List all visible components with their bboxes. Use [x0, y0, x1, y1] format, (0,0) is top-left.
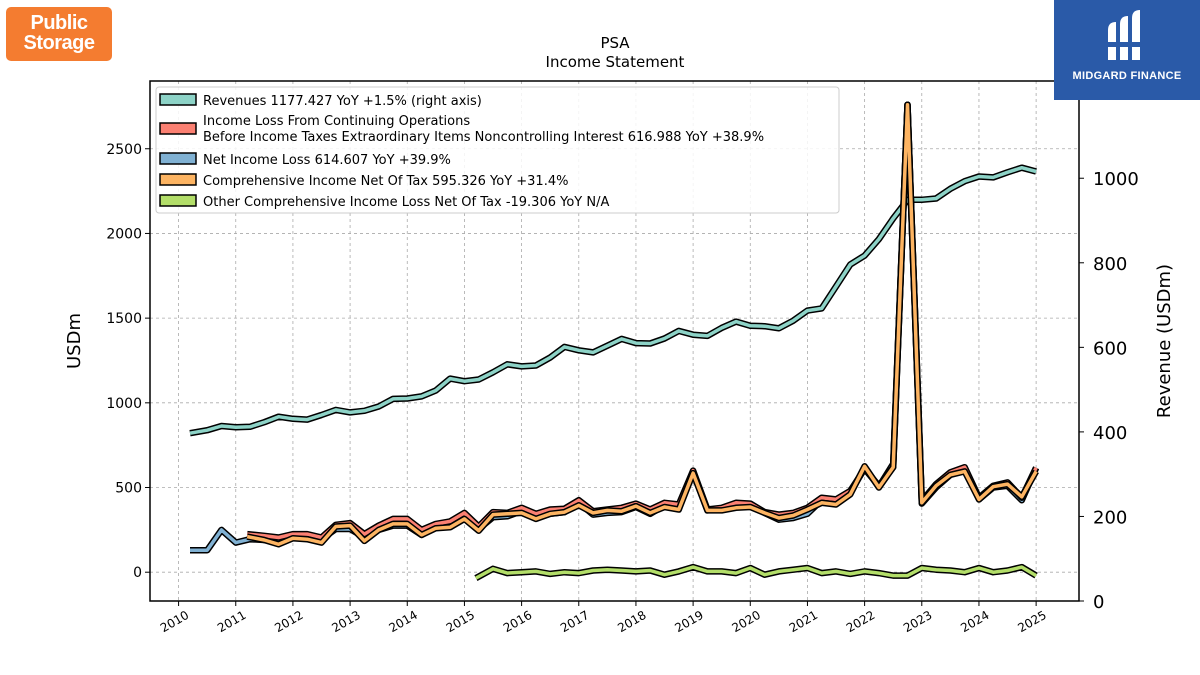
chart-subtitle: Income Statement: [546, 53, 685, 71]
legend-label: Revenues 1177.427 YoY +1.5% (right axis): [203, 94, 482, 109]
y-tick-label: 2000: [106, 226, 142, 242]
x-tick-label: 2010: [158, 608, 191, 635]
midgard-mark-icon: [1106, 10, 1142, 60]
logo-left-line1: Public: [30, 12, 88, 34]
legend-swatch: [159, 122, 197, 135]
x-tick-label: 2022: [844, 608, 877, 635]
legend-swatch: [159, 152, 197, 165]
x-tick-label: 2021: [787, 608, 820, 635]
x-tick-label: 2013: [329, 608, 362, 635]
series-line-4: [475, 565, 1037, 580]
y-right-tick-label: 200: [1093, 507, 1127, 528]
chart-title: PSA: [600, 34, 630, 52]
y-axis-label: USDm: [64, 313, 85, 369]
y-right-tick-label: 1000: [1093, 169, 1139, 190]
midgard-logo-text: MIDGARD FINANCE: [1072, 70, 1182, 82]
x-tick-label: 2011: [215, 608, 248, 635]
bottom-axis: 2010 2011 2012 2013 2014 2015 2016 2017 2018 2019…: [158, 601, 1049, 635]
y-tick-label: 0: [133, 565, 142, 581]
y-right-tick-label: 400: [1093, 423, 1127, 444]
legend-box: [155, 86, 840, 214]
series-line-0: [189, 165, 1037, 435]
x-tick-label: 2019: [672, 608, 705, 635]
plot-frame: [149, 80, 1080, 602]
x-tick-label: 2023: [901, 608, 934, 635]
legend-swatch: [159, 173, 197, 186]
x-tick-label: 2020: [730, 608, 763, 635]
x-tick-label: 2014: [387, 608, 420, 635]
x-tick-label: 2024: [958, 608, 991, 635]
series-line-3: [246, 102, 1038, 547]
legend-label: Comprehensive Income Net Of Tax 595.326 …: [203, 174, 568, 189]
y-tick-label: 1500: [106, 311, 142, 327]
logo-left-line2: Storage: [23, 32, 95, 54]
legend-swatch: [159, 93, 197, 106]
public-storage-logo: Public Storage: [6, 7, 112, 61]
y-tick-label: 2500: [106, 142, 142, 158]
legend-swatch: [159, 194, 197, 207]
legend-label: Net Income Loss 614.607 YoY +39.9%: [203, 153, 451, 168]
legend-label: Income Loss From Continuing Operations Be…: [203, 114, 764, 145]
series-lines: [189, 101, 1040, 581]
y-tick-label: 500: [115, 481, 142, 497]
y-right-tick-label: 600: [1093, 338, 1127, 359]
y-right-tick-label: 800: [1093, 254, 1127, 275]
legend: Revenues 1177.427 YoY +1.5% (right axis)…: [155, 86, 840, 214]
x-tick-label: 2012: [272, 608, 305, 635]
y-axis-right-label: Revenue (USDm): [1154, 264, 1175, 418]
x-tick-label: 2018: [615, 608, 648, 635]
midgard-finance-logo: MIDGARD FINANCE: [1054, 0, 1200, 100]
right-axis: 0 200 400 600 800 1000: [1079, 169, 1139, 613]
legend-label: Other Comprehensive Income Loss Net Of T…: [203, 195, 609, 210]
x-tick-label: 2015: [444, 608, 477, 635]
y-right-tick-label: 0: [1093, 592, 1104, 613]
left-axis: 0 500 1000 1500 2000 2500: [106, 142, 150, 581]
x-tick-label: 2025: [1015, 608, 1048, 635]
x-tick-label: 2016: [501, 608, 534, 635]
y-tick-label: 1000: [106, 396, 142, 412]
x-tick-label: 2017: [558, 608, 591, 635]
